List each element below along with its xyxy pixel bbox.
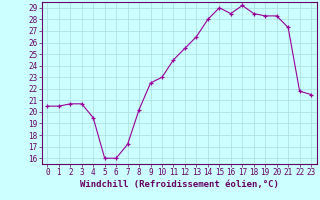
X-axis label: Windchill (Refroidissement éolien,°C): Windchill (Refroidissement éolien,°C) <box>80 180 279 189</box>
